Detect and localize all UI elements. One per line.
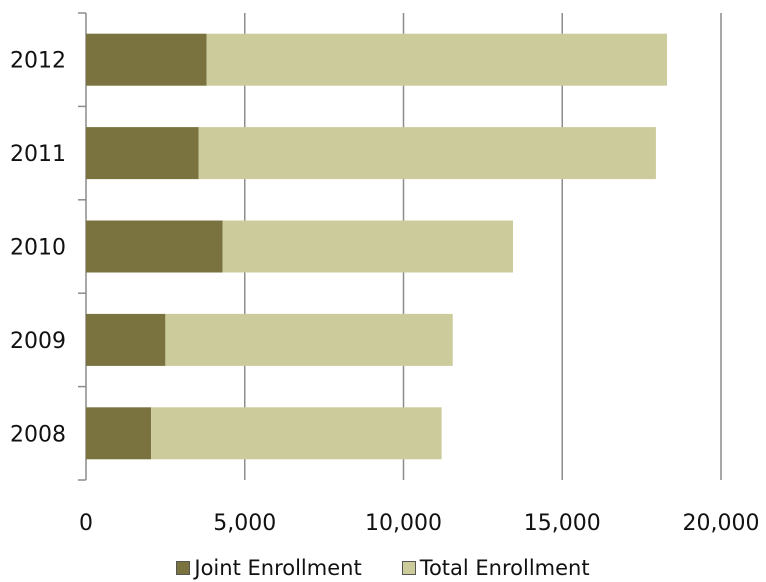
x-tick-label: 5,000 xyxy=(213,511,276,536)
bar-total-2009 xyxy=(165,313,453,366)
x-tick-label: 10,000 xyxy=(365,511,442,536)
legend-swatch-joint-enrollment xyxy=(176,561,191,575)
bar-joint-2008 xyxy=(86,407,152,460)
x-tick-label: 0 xyxy=(79,511,93,536)
legend-label-joint-enrollment: Joint Enrollment xyxy=(194,556,362,580)
bar-joint-2009 xyxy=(86,313,166,366)
axes xyxy=(78,12,87,481)
bar-total-2010 xyxy=(222,220,514,273)
legend-label-total-enrollment: Total Enrollment xyxy=(419,556,590,580)
bar-joint-2010 xyxy=(86,220,223,273)
x-tick-label: 15,000 xyxy=(524,511,601,536)
bar-joint-2012 xyxy=(86,33,207,86)
legend-item-joint-enrollment: Joint Enrollment xyxy=(176,556,362,580)
bar-total-2011 xyxy=(198,127,656,180)
y-tick-label-2010: 2010 xyxy=(10,236,66,261)
y-tick-label-2009: 2009 xyxy=(10,329,66,354)
bar-total-2012 xyxy=(206,33,668,86)
bar-joint-2011 xyxy=(86,127,199,180)
y-tick-labels: 2012 2011 2010 2009 2008 xyxy=(10,49,66,448)
y-tick-label-2012: 2012 xyxy=(10,49,66,74)
x-tick-label: 20,000 xyxy=(683,511,760,536)
x-tick-labels: 0 5,000 10,000 15,000 20,000 xyxy=(79,511,759,536)
legend-item-total-enrollment: Total Enrollment xyxy=(401,556,590,580)
legend-swatch-total-enrollment xyxy=(401,561,416,575)
y-tick-label-2008: 2008 xyxy=(10,422,66,447)
y-tick-label-2011: 2011 xyxy=(10,142,66,167)
bars xyxy=(86,33,668,460)
bar-total-2008 xyxy=(151,407,442,460)
legend: Joint Enrollment Total Enrollment xyxy=(0,556,766,580)
